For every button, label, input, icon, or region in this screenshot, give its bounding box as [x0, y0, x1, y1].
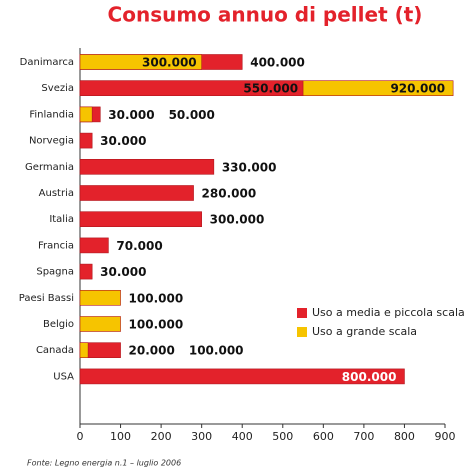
chart-title: Consumo annuo di pellet (t)	[108, 3, 423, 27]
value-label: 100.000	[129, 318, 184, 332]
bar	[79, 159, 215, 175]
y-tick-label: Svezia	[41, 83, 74, 94]
y-tick-label: Germania	[25, 162, 74, 173]
source: Fonte: Legno energia n.1 – luglio 2006	[27, 459, 181, 468]
x-tick-label: 0	[77, 430, 84, 443]
x-tick-label: 200	[151, 430, 172, 443]
value-label: 30.000	[108, 108, 154, 122]
y-tick-label: Canada	[36, 345, 74, 356]
x-tick-label: 800	[394, 430, 415, 443]
value-label: 30.000	[100, 265, 146, 279]
y-tick-label: Italia	[49, 214, 74, 225]
value-label: 30.000	[100, 134, 146, 148]
bar	[79, 132, 93, 149]
x-tick-label: 400	[232, 430, 253, 443]
value-label: 20.000	[129, 344, 175, 358]
y-tick-label: Danimarca	[20, 57, 74, 68]
legend-label: Uso a grande scala	[312, 325, 417, 338]
value-label: 550.000	[243, 82, 298, 96]
bar	[79, 237, 109, 254]
value-label: 330.000	[222, 160, 277, 174]
value-label: 300.000	[142, 56, 197, 70]
y-tick-label: Francia	[38, 240, 74, 251]
legend-swatch	[297, 308, 307, 318]
legend-swatch	[297, 327, 307, 337]
y-tick-label: USA	[53, 371, 74, 382]
bar	[79, 263, 93, 280]
bar	[79, 106, 93, 123]
x-tick-label: 500	[272, 430, 293, 443]
value-label: 100.000	[129, 291, 184, 305]
value-label: 800.000	[342, 370, 397, 384]
x-tick-label: 600	[313, 430, 334, 443]
y-tick-label: Paesi Bassi	[19, 293, 74, 304]
bar	[79, 80, 304, 96]
bar	[79, 342, 89, 359]
value-label: 50.000	[169, 108, 215, 122]
value-label: 300.000	[210, 213, 265, 227]
y-tick-label: Austria	[39, 188, 74, 199]
y-tick-label: Belgio	[43, 319, 74, 330]
value-label: 280.000	[202, 187, 257, 201]
bar	[79, 316, 121, 332]
y-tick-label: Finlandia	[29, 109, 74, 120]
x-tick-label: 100	[110, 430, 131, 443]
x-tick-label: 700	[353, 430, 374, 443]
x-tick-label: 300	[191, 430, 212, 443]
bar	[79, 185, 194, 201]
bar	[79, 54, 202, 70]
value-label: 100.000	[189, 344, 244, 358]
legend-label: Uso a media e piccola scala	[312, 306, 465, 319]
bar	[79, 368, 405, 385]
value-label: 70.000	[116, 239, 162, 253]
bar	[79, 211, 202, 227]
y-tick-label: Spagna	[36, 267, 74, 278]
bar	[79, 289, 121, 306]
y-tick-label: Norvegia	[29, 136, 74, 147]
value-label: 920.000	[390, 82, 445, 96]
value-label: 400.000	[250, 56, 305, 70]
x-tick-label: 900	[435, 430, 456, 443]
